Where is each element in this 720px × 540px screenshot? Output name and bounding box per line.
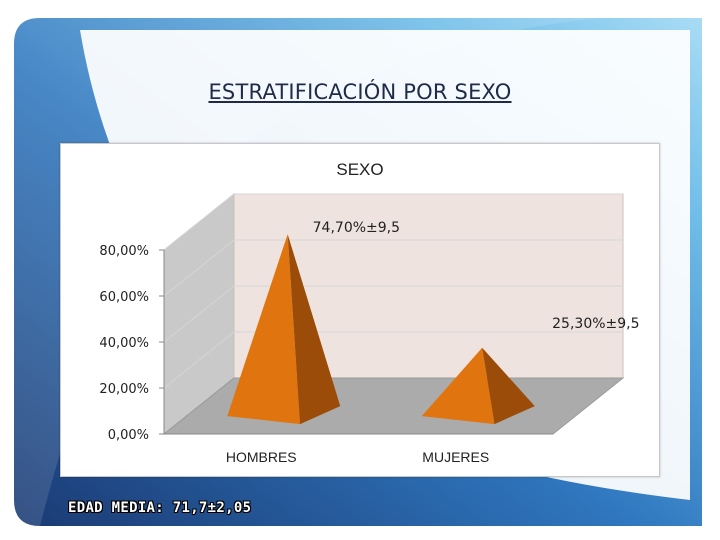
x-tick-label: HOMBRES xyxy=(226,449,297,465)
pyramid-front-face xyxy=(227,234,301,425)
y-tick-label: 80,00% xyxy=(99,244,149,259)
slide-title: ESTRATIFICACIÓN POR SEXO xyxy=(208,80,512,104)
y-tick-label: 40,00% xyxy=(99,336,149,351)
data-label: 74,70%±9,5 xyxy=(313,220,400,236)
gridline-side xyxy=(163,285,235,343)
gridline-side xyxy=(163,331,235,389)
y-tick-label: 0,00% xyxy=(108,428,149,443)
footer-edad-media: EDAD MEDIA: 71,7±2,05 xyxy=(68,500,252,516)
pyramid-front-face xyxy=(421,347,495,425)
pyramid-chart: SEXO 0,00% 20,00% 40,00% 60,00% 80,00% HOMBRE… xyxy=(99,160,639,465)
pyramid-side-face xyxy=(482,347,535,425)
chart-title: SEXO xyxy=(336,160,383,179)
gridline-side xyxy=(163,239,235,297)
y-tick-label: 20,00% xyxy=(99,382,149,397)
y-tick-label: 60,00% xyxy=(99,290,149,305)
chart-panel: SEXO 0,00% 20,00% 40,00% 60,00% 80,00% HOMBRE… xyxy=(60,143,660,477)
data-label: 25,30%±9,5 xyxy=(552,316,639,332)
gridline-side xyxy=(163,193,235,251)
pyramid-side-face xyxy=(287,234,341,425)
x-tick-label: MUJERES xyxy=(422,449,489,465)
